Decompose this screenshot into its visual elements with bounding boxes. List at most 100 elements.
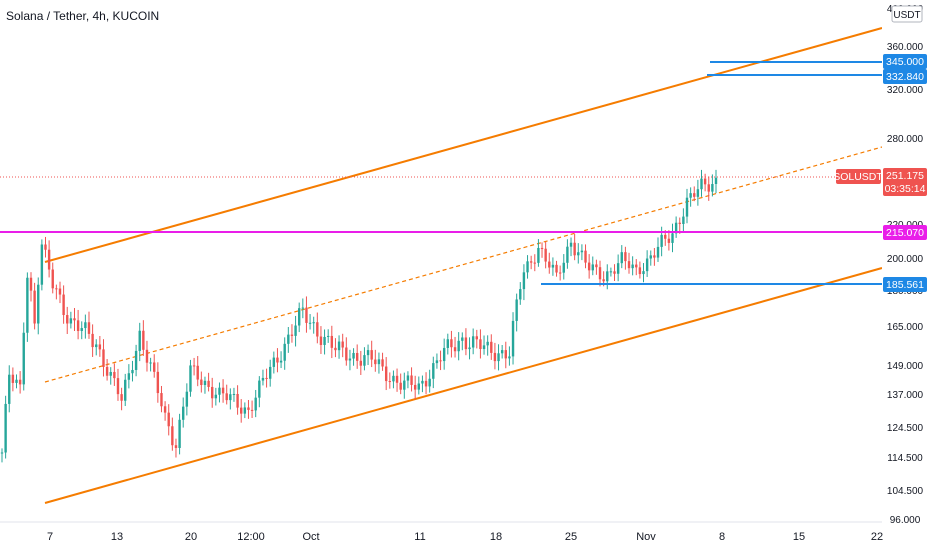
candle-body [374,359,377,365]
candle-body [700,178,703,190]
candle-body [359,360,363,366]
candle-body [384,366,388,382]
candle-body [602,279,605,282]
candle-body [381,359,384,367]
candle-body [428,378,431,387]
candle-body [134,350,138,370]
time-tick-label: 25 [565,531,577,543]
last-price-tag: 251.175 03:35:14 [883,168,927,196]
last-price-countdown: 03:35:14 [885,183,926,195]
candle-body [312,322,315,324]
candle-body [627,261,631,269]
candle-body [167,412,170,427]
price-axis[interactable] [882,0,932,522]
price-tick-label: 149.000 [887,361,924,372]
candle-body [22,332,25,385]
candle-body [631,264,634,269]
candle-body [696,189,700,197]
price-tick-label: 114.500 [887,453,923,464]
candle-body [185,391,189,407]
candle-body [624,252,627,262]
candle-body [352,352,355,359]
candle-body [254,397,257,411]
candle-body [406,375,410,381]
candle-body [500,350,504,354]
candle-body [160,393,163,407]
candlestick-series [0,169,718,463]
candle-body [439,360,442,362]
candle-body [471,336,475,348]
time-axis[interactable] [0,522,882,550]
candle-body [113,371,116,379]
candle-body [44,244,47,250]
candle-body [388,381,392,383]
candle-body [461,337,464,341]
candle-body [203,380,207,386]
candle-body [515,299,518,321]
candle-body [211,386,214,399]
currency-button[interactable]: USDT [891,5,923,23]
channel-lower-line[interactable] [44,267,883,504]
channel-upper-line[interactable] [44,27,883,263]
candle-body [638,267,642,275]
candle-body [316,322,319,337]
candle-body [124,379,127,401]
symbol-label: SOLUSDT [833,169,883,184]
candle-body [613,271,616,274]
price-tick-label: 124.500 [887,423,924,434]
time-tick-label: Nov [636,531,656,543]
tag-185: 185.561 [883,277,927,292]
candle-body [529,261,533,263]
tag-215-text: 215.070 [886,227,924,239]
candle-body [519,289,522,300]
channel-mid-line[interactable] [44,146,883,383]
candle-body [479,339,482,350]
candle-body [283,343,286,361]
plot-area[interactable] [0,0,882,522]
candle-body [635,264,638,268]
candle-body [649,255,652,259]
candle-body [410,375,413,385]
candle-body [247,407,250,410]
price-tick-label: 137.000 [887,390,924,401]
candle-body [98,344,102,350]
candle-body [341,341,344,348]
candle-body [468,347,471,350]
candle-body [258,380,261,398]
price-tick-label: 104.500 [887,486,924,497]
candle-body [102,349,105,367]
price-tick-label: 200.000 [887,254,924,265]
candle-body [642,271,645,275]
candle-body [504,350,507,359]
candle-body [345,347,348,361]
candle-body [569,242,573,247]
candle-body [109,371,112,376]
candle-body [464,337,468,350]
time-tick-label: 18 [490,531,502,543]
candle-body [29,277,33,291]
candle-body [348,358,352,361]
candle-body [587,262,591,271]
candle-body [413,384,417,390]
candle-body [269,366,272,379]
candle-body [207,380,210,387]
tag-345: 345.000 [883,54,927,69]
candle-body [609,271,613,273]
candle-body [91,333,94,348]
candle-body [276,357,279,363]
candle-body [37,284,40,324]
price-tick-label: 165.000 [887,322,924,333]
candle-body [689,193,692,198]
candle-body [221,387,225,394]
tag-185-text: 185.561 [886,279,924,291]
candle-body [308,322,312,324]
candle-body [685,197,689,217]
candle-body [243,407,247,414]
candle-body [707,184,710,192]
time-tick-label: 13 [111,531,123,543]
candle-body [127,373,131,380]
time-tick-label: 15 [793,531,805,543]
candle-body [40,244,44,285]
price-tick-label: 320.000 [887,85,924,96]
